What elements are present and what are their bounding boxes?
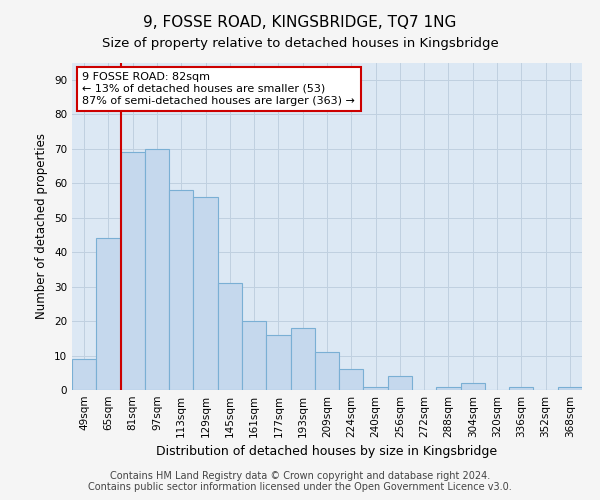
Bar [72, 359, 96, 390]
Bar [388, 376, 412, 390]
X-axis label: Distribution of detached houses by size in Kingsbridge: Distribution of detached houses by size … [157, 446, 497, 458]
Bar [461, 383, 485, 390]
Bar [218, 283, 242, 390]
Bar [315, 352, 339, 390]
Y-axis label: Number of detached properties: Number of detached properties [35, 133, 49, 320]
Bar [436, 386, 461, 390]
Bar [339, 370, 364, 390]
Bar [290, 328, 315, 390]
Bar [266, 335, 290, 390]
Text: Size of property relative to detached houses in Kingsbridge: Size of property relative to detached ho… [101, 38, 499, 51]
Bar [96, 238, 121, 390]
Text: 9 FOSSE ROAD: 82sqm
← 13% of detached houses are smaller (53)
87% of semi-detach: 9 FOSSE ROAD: 82sqm ← 13% of detached ho… [82, 72, 355, 106]
Bar [121, 152, 145, 390]
Bar [364, 386, 388, 390]
Bar [193, 197, 218, 390]
Text: Contains HM Land Registry data © Crown copyright and database right 2024.
Contai: Contains HM Land Registry data © Crown c… [88, 471, 512, 492]
Bar [558, 386, 582, 390]
Text: 9, FOSSE ROAD, KINGSBRIDGE, TQ7 1NG: 9, FOSSE ROAD, KINGSBRIDGE, TQ7 1NG [143, 15, 457, 30]
Bar [509, 386, 533, 390]
Bar [145, 148, 169, 390]
Bar [242, 321, 266, 390]
Bar [169, 190, 193, 390]
